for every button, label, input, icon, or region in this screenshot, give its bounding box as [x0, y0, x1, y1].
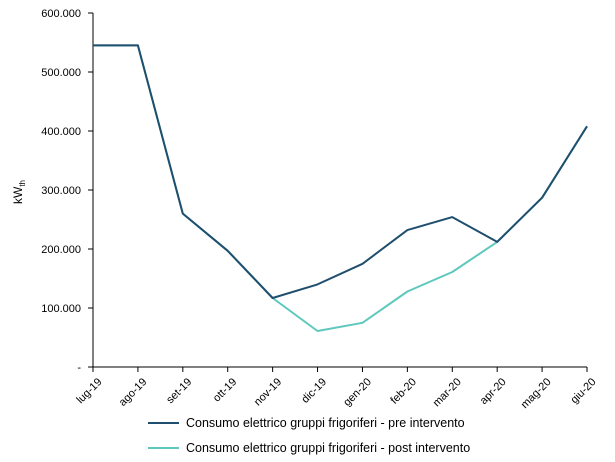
y-tick-label: -: [77, 362, 81, 374]
y-axis: - 100.000 200.000 300.000 400.000 500.000 600.…: [41, 8, 94, 374]
legend-entry-pre: Consumo elettrico gruppi frigoriferi - p…: [148, 416, 465, 430]
series-line-post: [93, 44, 588, 332]
legend: Consumo elettrico gruppi frigoriferi - p…: [148, 416, 470, 455]
x-tick-label: ago-19: [117, 376, 150, 409]
x-tick-label: gen-20: [341, 376, 374, 409]
x-tick-label: nov-19: [252, 376, 284, 408]
y-tick-label: 600.000: [41, 8, 81, 20]
x-tick-label: giu-20: [568, 376, 598, 406]
x-tick-label: apr-20: [478, 376, 509, 407]
series-layer: [93, 44, 588, 332]
x-tick-label: mag-20: [519, 376, 554, 411]
y-tick-label: 500.000: [41, 67, 81, 79]
x-tick-label: dic-19: [299, 376, 329, 406]
legend-entry-post: Consumo elettrico gruppi frigoriferi - p…: [148, 441, 470, 455]
y-tick-label: 100.000: [41, 303, 81, 315]
x-tick-label: ott-19: [211, 376, 239, 404]
y-axis-title: kWth: [11, 180, 27, 204]
x-tick-label: mar-20: [431, 376, 464, 409]
y-tick-label: 400.000: [41, 126, 81, 138]
x-tick-label: feb-20: [388, 376, 419, 407]
x-tick-label: set-19: [164, 376, 194, 406]
x-tick-label: lug-19: [74, 376, 104, 406]
y-tick-label: 300.000: [41, 185, 81, 197]
x-axis: lug-19 ago-19 set-19 ott-19 nov-19 dic-19 gen-…: [74, 366, 599, 411]
legend-label-pre: Consumo elettrico gruppi frigoriferi - p…: [186, 416, 465, 430]
legend-label-post: Consumo elettrico gruppi frigoriferi - p…: [186, 441, 470, 455]
y-tick-label: 200.000: [41, 244, 81, 256]
series-line-pre: [93, 44, 588, 299]
